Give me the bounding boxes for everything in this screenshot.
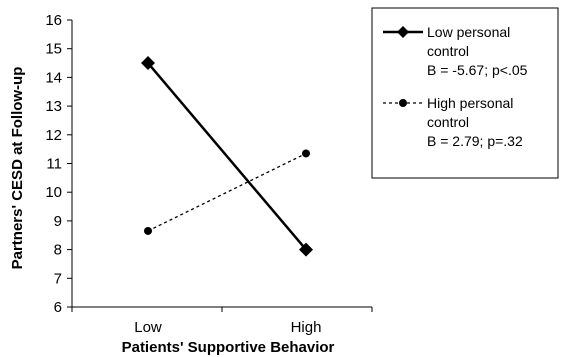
y-tick-label: 13 — [45, 98, 62, 115]
y-tick-label: 14 — [45, 69, 62, 86]
legend-label-line: High personal — [427, 95, 513, 111]
x-tick-label: High — [291, 319, 322, 336]
x-ticks: Low High — [71, 307, 373, 336]
legend-marker — [397, 26, 409, 38]
axes: 6 7 8 9 10 11 12 13 14 15 16 Low High — [45, 12, 373, 336]
series-line — [147, 62, 307, 251]
data-point-circle — [302, 149, 310, 158]
data-point-diamond — [141, 56, 155, 71]
series-2 — [144, 149, 310, 235]
legend: Low personal control B = -5.67; p<.05 High … — [371, 7, 559, 179]
y-tick-label: 10 — [45, 184, 62, 201]
x-tick-label: Low — [134, 319, 162, 336]
y-tick-label: 9 — [54, 213, 62, 230]
legend-items: Low personal control B = -5.67; p<.05 High … — [383, 24, 528, 149]
series-1 — [141, 56, 313, 257]
y-axis-title: Partners' CESD at Follow-up — [9, 67, 26, 270]
plot-series — [141, 56, 313, 257]
data-point-circle — [144, 226, 152, 235]
series-line — [147, 152, 307, 232]
legend-item-1: Low personal control B = -5.67; p<.05 — [383, 24, 528, 78]
data-point-diamond — [299, 242, 313, 257]
legend-label-line: B = -5.67; p<.05 — [427, 62, 528, 78]
legend-marker — [399, 99, 407, 107]
y-tick-label: 7 — [54, 270, 62, 287]
y-tick-label: 15 — [45, 41, 62, 58]
legend-label-line: B = 2.79; p=.32 — [427, 133, 523, 149]
legend-label-line: control — [427, 114, 469, 130]
legend-item-2: High personal control B = 2.79; p=.32 — [383, 95, 523, 149]
y-tick-label: 16 — [45, 12, 62, 29]
y-tick-label: 11 — [46, 156, 62, 173]
legend-label-line: control — [427, 43, 469, 59]
x-axis-title: Patients' Supportive Behavior — [122, 339, 335, 356]
y-tick-label: 6 — [54, 299, 62, 316]
y-tick-label: 8 — [54, 242, 62, 259]
y-tick-label: 12 — [45, 127, 62, 144]
y-ticks: 6 7 8 9 10 11 12 13 14 15 16 — [45, 12, 72, 316]
legend-label-line: Low personal — [427, 24, 510, 40]
